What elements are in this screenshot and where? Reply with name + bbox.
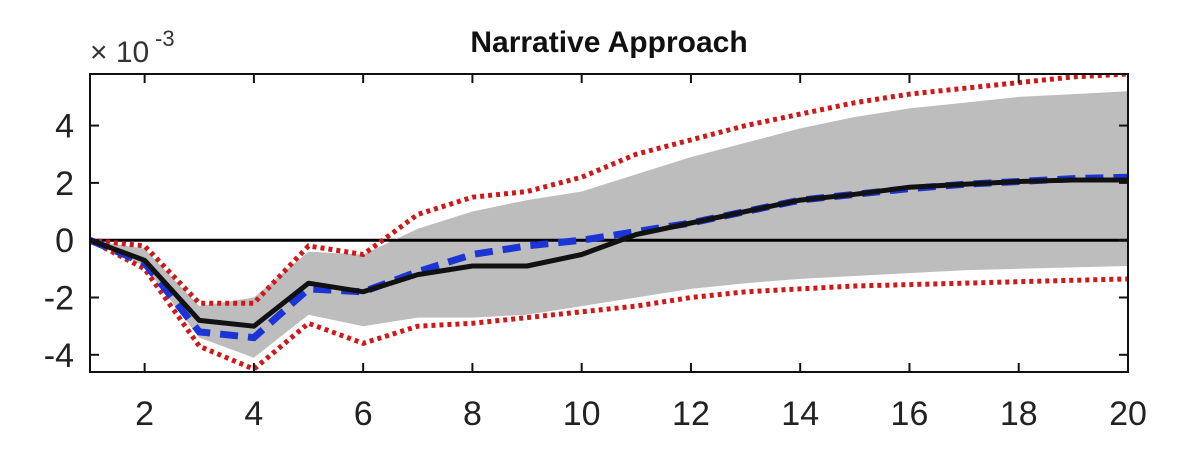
median-line <box>90 177 1128 329</box>
y-tick-label: 0 <box>55 222 74 260</box>
x-tick-label: 10 <box>563 395 601 433</box>
x-tick-label: 14 <box>781 395 819 433</box>
axes: 2 4 6 8 10 12 14 16 18 20 -4 -2 0 2 4 <box>44 73 1147 433</box>
upper-bound-line <box>90 74 1128 306</box>
x-tick-label: 18 <box>1000 395 1038 433</box>
y-multiplier-exponent: -3 <box>155 26 175 51</box>
x-tick-label: 16 <box>891 395 929 433</box>
x-tick-label: 4 <box>244 395 263 433</box>
x-tick-label: 6 <box>354 395 373 433</box>
plot-frame <box>89 73 1129 373</box>
y-tick-label: -4 <box>44 337 74 375</box>
plot-area <box>90 74 1128 372</box>
y-tick-label: -2 <box>44 280 74 318</box>
confidence-band <box>90 91 1128 358</box>
y-tick-label: 2 <box>55 165 74 203</box>
x-tick-label: 8 <box>463 395 482 433</box>
x-tick-label: 12 <box>672 395 710 433</box>
lower-bound-line <box>90 237 1128 372</box>
x-tick-label: 20 <box>1109 395 1147 433</box>
y-multiplier-label: × 10 -3 <box>90 26 175 69</box>
y-multiplier-base: × 10 <box>90 36 149 69</box>
chart-title: Narrative Approach <box>470 26 747 59</box>
x-tick-label: 2 <box>135 395 154 433</box>
y-tick-label: 4 <box>55 108 74 146</box>
